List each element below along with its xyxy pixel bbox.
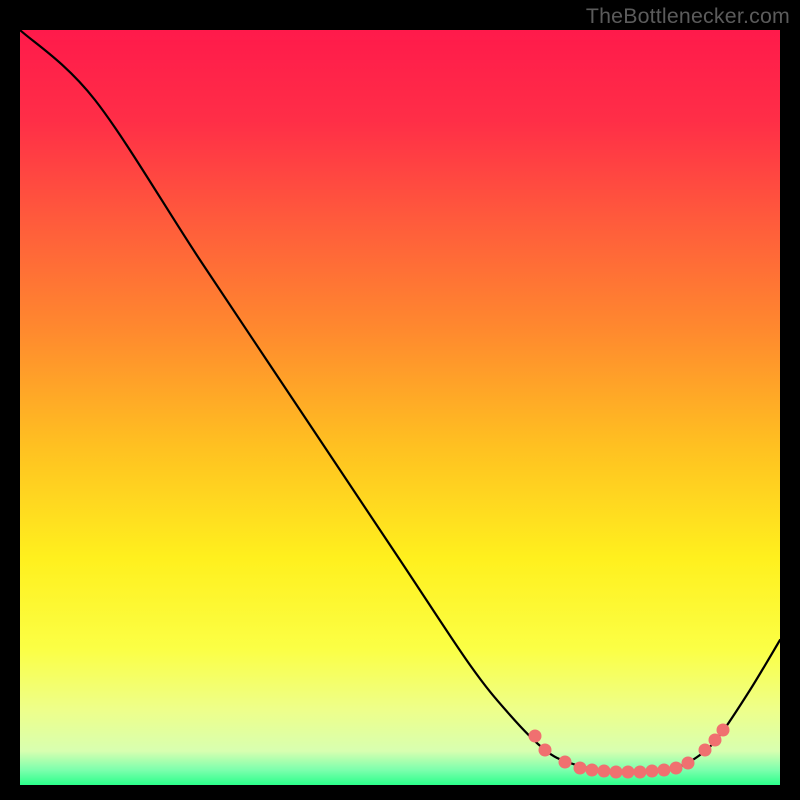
chart-svg bbox=[0, 0, 800, 800]
valley-marker bbox=[699, 744, 712, 757]
valley-marker bbox=[539, 744, 552, 757]
valley-marker bbox=[574, 762, 587, 775]
valley-marker bbox=[610, 766, 623, 779]
valley-marker bbox=[559, 756, 572, 769]
valley-marker bbox=[586, 764, 599, 777]
watermark-label: TheBottlenecker.com bbox=[586, 4, 790, 29]
valley-marker bbox=[682, 757, 695, 770]
chart-container: TheBottlenecker.com bbox=[0, 0, 800, 800]
valley-marker bbox=[717, 724, 730, 737]
valley-marker bbox=[622, 766, 635, 779]
valley-marker bbox=[529, 730, 542, 743]
valley-marker bbox=[634, 766, 647, 779]
valley-marker bbox=[646, 765, 659, 778]
valley-marker bbox=[670, 762, 683, 775]
valley-marker bbox=[658, 764, 671, 777]
plot-area bbox=[20, 30, 780, 785]
valley-marker bbox=[598, 765, 611, 778]
